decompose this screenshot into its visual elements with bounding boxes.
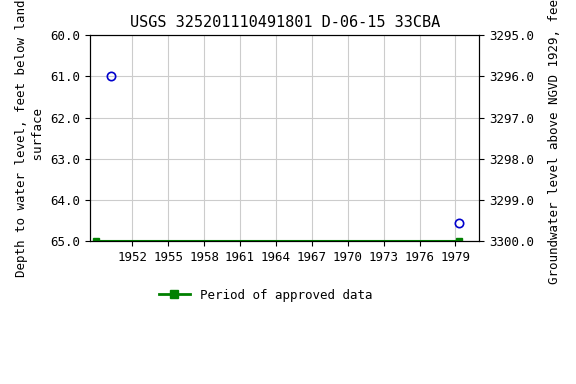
Legend: Period of approved data: Period of approved data bbox=[153, 284, 377, 307]
Title: USGS 325201110491801 D-06-15 33CBA: USGS 325201110491801 D-06-15 33CBA bbox=[130, 15, 440, 30]
Y-axis label: Groundwater level above NGVD 1929, feet: Groundwater level above NGVD 1929, feet bbox=[548, 0, 561, 285]
Y-axis label: Depth to water level, feet below land
 surface: Depth to water level, feet below land su… bbox=[15, 0, 45, 277]
